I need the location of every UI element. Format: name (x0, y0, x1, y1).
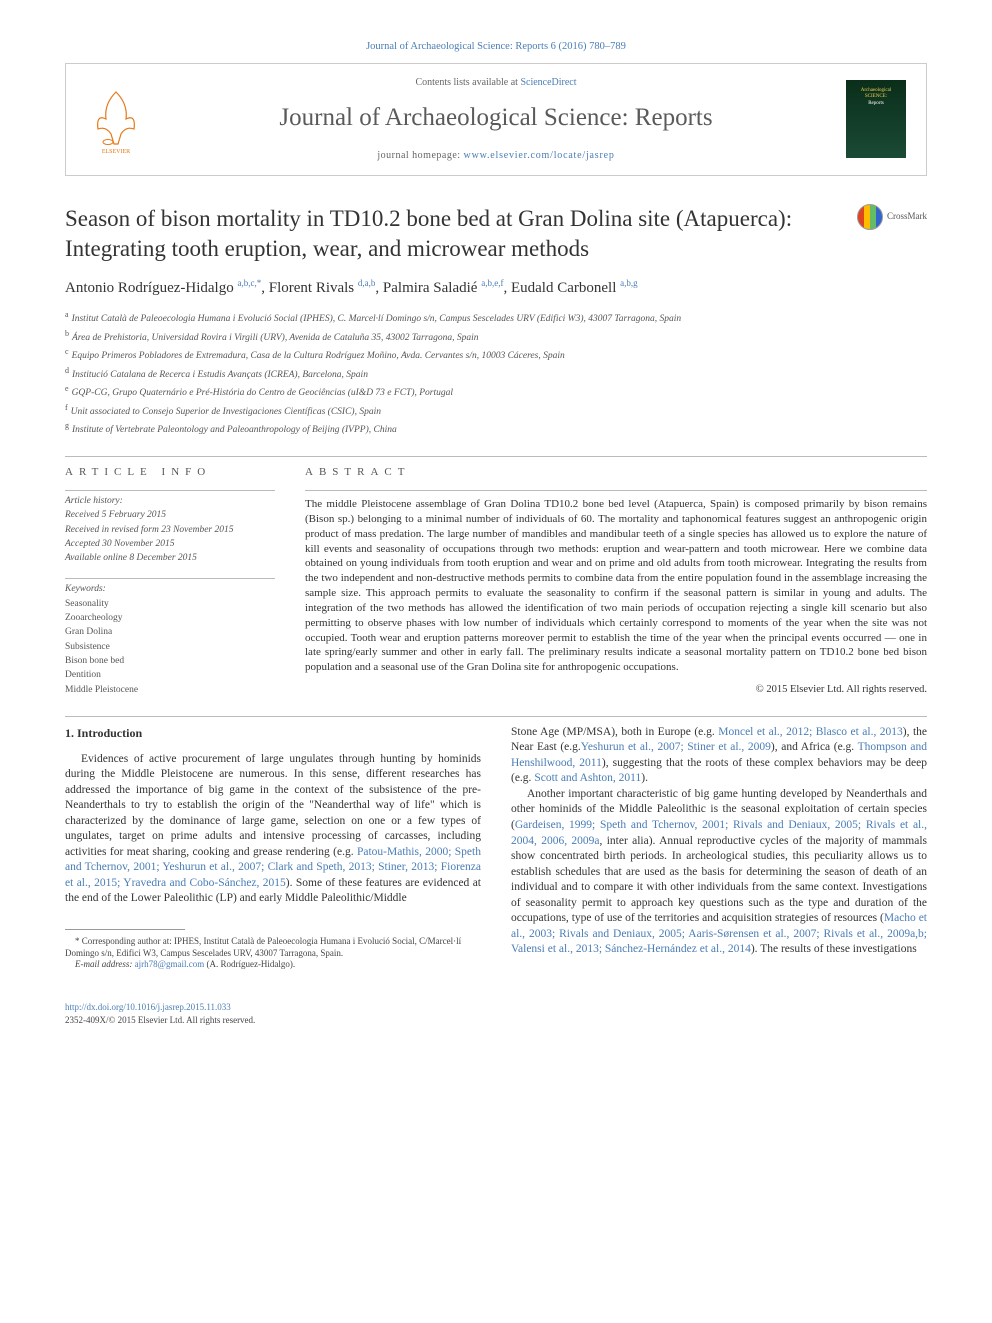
footnote-separator (65, 929, 185, 930)
divider (65, 716, 927, 717)
aff-d: dInstitució Catalana de Recerca i Estudi… (65, 365, 927, 382)
abstract-copyright: © 2015 Elsevier Ltd. All rights reserved… (305, 683, 927, 698)
date-online: Available online 8 December 2015 (65, 552, 275, 565)
journal-citation-header[interactable]: Journal of Archaeological Science: Repor… (65, 40, 927, 55)
header-center: Contents lists available at ScienceDirec… (176, 76, 816, 163)
homepage-prefix: journal homepage: (377, 150, 463, 161)
author-1-aff[interactable]: a,b,c, (237, 278, 256, 288)
keyword: Gran Dolina (65, 626, 275, 639)
keyword: Seasonality (65, 598, 275, 611)
keyword: Zooarcheology (65, 612, 275, 625)
date-received: Received 5 February 2015 (65, 509, 275, 522)
aff-g: gInstitute of Vertebrate Paleontology an… (65, 420, 927, 437)
author-email-link[interactable]: ajrh78@gmail.com (135, 959, 205, 969)
affiliations: aInstitut Català de Paleoecologia Humana… (65, 309, 927, 437)
crossmark-icon (857, 204, 883, 230)
corresponding-author-note: * Corresponding author at: IPHES, Instit… (65, 936, 481, 959)
author-4: , Eudald Carbonell (503, 280, 620, 296)
authors-line: Antonio Rodríguez-Hidalgo a,b,c,*, Flore… (65, 277, 927, 299)
abstract-label: abstract (305, 465, 927, 480)
article-info-label: article info (65, 465, 275, 480)
intro-para-1: Evidences of active procurement of large… (65, 752, 481, 907)
elsevier-logo: ELSEVIER (86, 84, 146, 154)
sciencedirect-link[interactable]: ScienceDirect (520, 77, 576, 88)
article-title: Season of bison mortality in TD10.2 bone… (65, 204, 837, 264)
journal-cover-thumb: Archaeological SCIENCE: Reports (846, 80, 906, 158)
divider (65, 456, 927, 457)
svg-text:ELSEVIER: ELSEVIER (102, 149, 130, 154)
contents-prefix: Contents lists available at (415, 77, 520, 88)
email-footnote: E-mail address: ajrh78@gmail.com (A. Rod… (65, 959, 481, 971)
intro-para-3: Another important characteristic of big … (511, 787, 927, 958)
crossmark-badge[interactable]: CrossMark (857, 204, 927, 230)
aff-f: fUnit associated to Consejo Superior de … (65, 402, 927, 419)
header-bar: ELSEVIER Contents lists available at Sci… (65, 63, 927, 176)
crossmark-label: CrossMark (887, 210, 927, 223)
aff-b: bÁrea de Prehistoria, Universidad Rovira… (65, 328, 927, 345)
history-label: Article history: (65, 495, 275, 508)
keyword: Subsistence (65, 641, 275, 654)
keyword: Dentition (65, 669, 275, 682)
abstract-text: The middle Pleistocene assemblage of Gra… (305, 490, 927, 675)
homepage-line: journal homepage: www.elsevier.com/locat… (176, 149, 816, 163)
citation-link[interactable]: Moncel et al., 2012; Blasco et al., 2013 (718, 726, 903, 738)
aff-e: eGQP-CG, Grupo Quaternário e Pré-Históri… (65, 383, 927, 400)
contents-line: Contents lists available at ScienceDirec… (176, 76, 816, 90)
doi-link[interactable]: http://dx.doi.org/10.1016/j.jasrep.2015.… (65, 1001, 927, 1014)
keyword: Bison bone bed (65, 655, 275, 668)
citation-link[interactable]: Scott and Ashton, 2011 (534, 772, 641, 784)
article-history: Article history: Received 5 February 201… (65, 490, 275, 565)
aff-c: cEquipo Primeros Pobladores de Extremadu… (65, 346, 927, 363)
intro-heading: 1. Introduction (65, 725, 481, 742)
citation-link[interactable]: Yeshurun et al., 2007; Stiner et al., 20… (581, 741, 771, 753)
author-2-aff[interactable]: d,a,b (358, 278, 376, 288)
cover-line2: SCIENCE: (865, 94, 887, 100)
journal-name: Journal of Archaeological Science: Repor… (176, 100, 816, 135)
author-1: Antonio Rodríguez-Hidalgo (65, 280, 237, 296)
author-3-aff[interactable]: a,b,e,f (481, 278, 503, 288)
author-4-aff[interactable]: a,b,g (620, 278, 638, 288)
aff-a: aInstitut Català de Paleoecologia Humana… (65, 309, 927, 326)
intro-para-2: Stone Age (MP/MSA), both in Europe (e.g.… (511, 725, 927, 787)
keywords-block: Keywords: Seasonality Zooarcheology Gran… (65, 578, 275, 697)
date-accepted: Accepted 30 November 2015 (65, 538, 275, 551)
author-2: , Florent Rivals (261, 280, 358, 296)
homepage-link[interactable]: www.elsevier.com/locate/jasrep (464, 150, 615, 161)
cover-line3: Reports (868, 100, 884, 107)
keyword: Middle Pleistocene (65, 684, 275, 697)
keywords-label: Keywords: (65, 583, 275, 596)
date-revised: Received in revised form 23 November 201… (65, 524, 275, 537)
bottom-copyright: 2352-409X/© 2015 Elsevier Ltd. All right… (65, 1014, 927, 1027)
elsevier-tree-icon: ELSEVIER (86, 84, 146, 154)
author-3: , Palmira Saladié (375, 280, 481, 296)
